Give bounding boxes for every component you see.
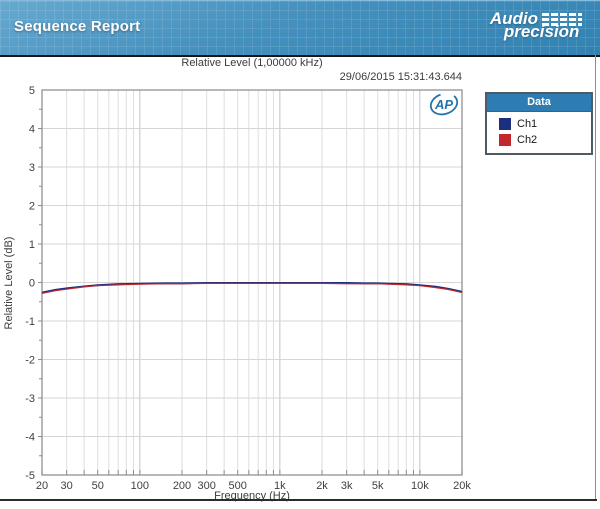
svg-text:0: 0 — [29, 278, 35, 290]
svg-text:100: 100 — [131, 480, 149, 492]
header-divider — [0, 55, 600, 57]
legend-item-label: Ch1 — [517, 118, 538, 130]
audio-precision-logo: Audio precision — [490, 10, 582, 40]
brand-word-audio: Audio — [489, 9, 538, 28]
svg-text:1: 1 — [29, 239, 35, 251]
brand-word-precision: precision — [503, 22, 580, 41]
svg-text:-1: -1 — [25, 316, 35, 328]
chart-title: Relative Level (1,00000 kHz) — [181, 57, 323, 69]
svg-text:3: 3 — [29, 162, 35, 174]
svg-text:200: 200 — [173, 480, 191, 492]
report-title: Sequence Report — [14, 18, 141, 35]
brand-blocks-icon — [542, 11, 582, 26]
svg-text:30: 30 — [61, 480, 73, 492]
legend-header: Data — [487, 94, 591, 112]
series-ch2 — [41, 282, 463, 294]
svg-text:4: 4 — [29, 124, 35, 136]
svg-text:-3: -3 — [25, 393, 35, 405]
legend-item-ch1: Ch1 — [487, 116, 591, 132]
svg-text:5k: 5k — [372, 480, 384, 492]
svg-text:2: 2 — [29, 201, 35, 213]
svg-text:500: 500 — [229, 480, 247, 492]
legend-item-label: Ch2 — [517, 134, 538, 146]
svg-text:-4: -4 — [25, 432, 35, 444]
svg-text:300: 300 — [197, 480, 215, 492]
svg-text:5: 5 — [29, 85, 35, 97]
svg-text:50: 50 — [92, 480, 104, 492]
page-border-bottom — [0, 499, 597, 501]
page-border-right — [595, 55, 596, 501]
svg-text:3k: 3k — [341, 480, 353, 492]
svg-text:10k: 10k — [411, 480, 429, 492]
timestamp: 29/06/2015 15:31:43.644 — [339, 71, 462, 83]
svg-text:1k: 1k — [274, 480, 286, 492]
legend-body: Ch1 Ch2 — [487, 112, 591, 153]
legend: Data Ch1 Ch2 — [485, 92, 593, 155]
svg-text:-2: -2 — [25, 355, 35, 367]
ap-watermark-text: AP — [434, 97, 453, 112]
ch1-swatch-icon — [499, 118, 511, 130]
header-bar: Sequence Report Audio precision — [0, 0, 600, 55]
svg-text:-5: -5 — [25, 470, 35, 482]
svg-text:2k: 2k — [316, 480, 328, 492]
svg-text:20k: 20k — [453, 480, 471, 492]
ch2-swatch-icon — [499, 134, 511, 146]
svg-text:20: 20 — [36, 480, 48, 492]
ap-watermark-icon — [429, 92, 459, 116]
legend-item-ch2: Ch2 — [487, 132, 591, 148]
